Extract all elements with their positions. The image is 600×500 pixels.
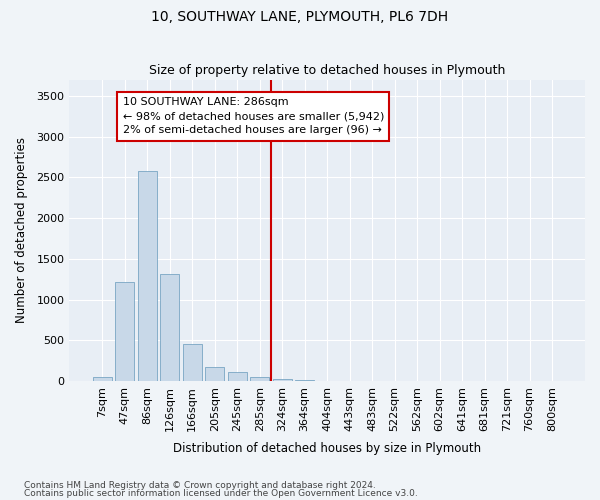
Bar xyxy=(93,377,112,381)
X-axis label: Distribution of detached houses by size in Plymouth: Distribution of detached houses by size … xyxy=(173,442,481,455)
Bar xyxy=(182,344,202,381)
Bar xyxy=(250,377,269,381)
Text: 10, SOUTHWAY LANE, PLYMOUTH, PL6 7DH: 10, SOUTHWAY LANE, PLYMOUTH, PL6 7DH xyxy=(151,10,449,24)
Bar xyxy=(205,367,224,381)
Bar xyxy=(160,274,179,381)
Bar xyxy=(115,282,134,381)
Text: Contains public sector information licensed under the Open Government Licence v3: Contains public sector information licen… xyxy=(24,489,418,498)
Y-axis label: Number of detached properties: Number of detached properties xyxy=(15,138,28,324)
Bar xyxy=(295,380,314,381)
Bar xyxy=(138,171,157,381)
Bar xyxy=(227,372,247,381)
Text: Contains HM Land Registry data © Crown copyright and database right 2024.: Contains HM Land Registry data © Crown c… xyxy=(24,480,376,490)
Title: Size of property relative to detached houses in Plymouth: Size of property relative to detached ho… xyxy=(149,64,505,77)
Text: 10 SOUTHWAY LANE: 286sqm
← 98% of detached houses are smaller (5,942)
2% of semi: 10 SOUTHWAY LANE: 286sqm ← 98% of detach… xyxy=(122,98,384,136)
Bar xyxy=(272,378,292,381)
